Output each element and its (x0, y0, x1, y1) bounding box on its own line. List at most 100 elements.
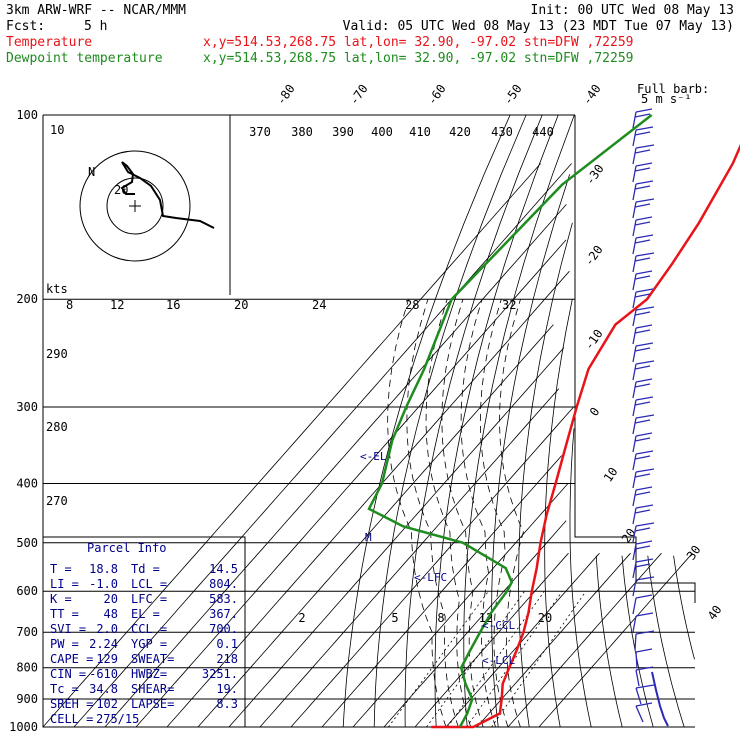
wind-barb-flag (634, 401, 651, 406)
isotherm-line (290, 406, 574, 728)
wind-barb-staff (632, 471, 637, 489)
wind-barb-flag (635, 522, 655, 527)
wind-barb-flag (635, 594, 653, 599)
wind-barb-flag (635, 666, 654, 671)
parcel-param-label: Tc = (50, 682, 79, 696)
parcel-info-title: Parcel Info (87, 541, 166, 555)
wind-barb-flag (634, 203, 651, 208)
wind-barb-staff (635, 705, 644, 723)
isotherm-label: -40 (580, 82, 604, 108)
wind-barb-flag (634, 491, 651, 496)
theta-label-430: 430 (491, 125, 513, 139)
wind-barb-flag (634, 509, 651, 514)
speed-label-28: 28 (405, 298, 419, 312)
barb-legend-units: 5 m s⁻¹ (641, 92, 692, 106)
dry-adiabat (544, 299, 573, 728)
wind-barb-flag (635, 612, 654, 617)
pressure-label-400: 400 (16, 476, 38, 490)
height-label-270: 270 (46, 494, 68, 508)
wind-barb-flag (635, 288, 654, 293)
isotherm-label: -70 (347, 82, 371, 108)
hodograph-ring-label-10: 10 (50, 123, 64, 137)
isotherm-label: 0 (587, 405, 603, 419)
isotherm-line (383, 520, 567, 728)
parcel-param-value: 700. (209, 622, 238, 636)
mixing-ratio-line (388, 590, 489, 728)
wind-barb-flag (635, 252, 655, 257)
wind-barb-flag (634, 419, 651, 424)
wind-barb-flag (635, 306, 655, 311)
wind-barb-flag (634, 329, 651, 334)
parcel-param-label: CCL = (131, 622, 167, 636)
hodograph-trace (120, 161, 215, 229)
pressure-label-100: 100 (16, 108, 38, 122)
pressure-label-300: 300 (16, 400, 38, 414)
pressure-label-600: 600 (16, 584, 38, 598)
forecast-hours: 5 h (84, 19, 107, 34)
wind-barb-flag (634, 275, 651, 280)
temperature-legend: Temperature (6, 35, 92, 50)
wind-barb-flag (635, 378, 653, 383)
wind-barb-flag (635, 360, 655, 365)
pressure-label-500: 500 (16, 536, 38, 550)
theta-label-390: 390 (332, 125, 354, 139)
isotherm-line (538, 552, 693, 728)
wind-barb-flag (634, 455, 651, 460)
isotherm-line (259, 388, 560, 728)
parcel-param-label: SVI = (50, 622, 86, 636)
plot-frame (42, 114, 696, 728)
parcel-param-label: LCL = (131, 577, 167, 591)
wind-barb-staff (632, 309, 637, 327)
mixing-ratio-lines: 2 5 8 12 20 (298, 590, 587, 728)
mixing-ratio-label: 5 (391, 611, 398, 625)
lcl-marker: <-LCL (482, 654, 515, 667)
wind-barb-staff (632, 597, 637, 615)
wind-barb-staff (632, 615, 637, 633)
header: 3km ARW-WRF -- NCAR/MMM Init: 00 UTC Wed… (6, 3, 734, 66)
dry-adiabat (518, 222, 573, 728)
wind-barb-staff (632, 327, 637, 345)
moist-adiabat (387, 299, 447, 728)
theta-label-370: 370 (249, 125, 271, 139)
speed-label-8: 8 (66, 298, 73, 312)
model-title: 3km ARW-WRF -- NCAR/MMM (6, 3, 186, 18)
wind-barb-flag (635, 396, 654, 401)
wind-barb-staff (632, 183, 637, 201)
parcel-param-label: YGP = (131, 637, 167, 651)
wind-barb-flag (635, 198, 655, 203)
parcel-param-label: T = (50, 562, 72, 576)
hodograph-ring-10 (106, 177, 164, 235)
parcel-param-label: TT = (50, 607, 79, 621)
height-label-280: 280 (46, 420, 68, 434)
moist-adiabat (460, 299, 496, 728)
isotherm-line (445, 552, 600, 728)
wind-barb-staff (632, 453, 637, 471)
wind-barb-staff (632, 273, 637, 291)
wind-barb-staff (632, 255, 637, 273)
parcel-param-value: -1.0 (89, 577, 118, 591)
pressure-label-900: 900 (16, 692, 38, 706)
wind-barb-flag (634, 563, 651, 568)
wind-barb-flag (635, 432, 653, 437)
pressure-label-700: 700 (16, 625, 38, 639)
valid-time: Valid: 05 UTC Wed 08 May 13 (23 MDT Tue … (343, 19, 734, 34)
isotherm-label: -60 (425, 82, 449, 108)
wind-barb-flag (634, 347, 651, 352)
parcel-param-value: -610 (89, 667, 118, 681)
wind-barb-flag (635, 504, 654, 509)
wind-barb-flag (634, 383, 651, 388)
parcel-param-label: K = (50, 592, 72, 606)
isotherm-label: -80 (274, 82, 298, 108)
parcel-param-label: LFC = (131, 592, 167, 606)
theta-label-400: 400 (371, 125, 393, 139)
parcel-param-value: 804. (209, 577, 238, 591)
parcel-param-value: 8.3 (216, 697, 238, 711)
wind-barb-staff (632, 147, 637, 165)
parcel-param-value: 0.1 (216, 637, 238, 651)
parcel-param-label: EL = (131, 607, 160, 621)
wind-barb-flag (635, 576, 655, 581)
wind-barb-flag (635, 486, 653, 491)
wind-barb-flag (635, 126, 654, 131)
hodograph-ring-label-n: N (88, 165, 95, 179)
